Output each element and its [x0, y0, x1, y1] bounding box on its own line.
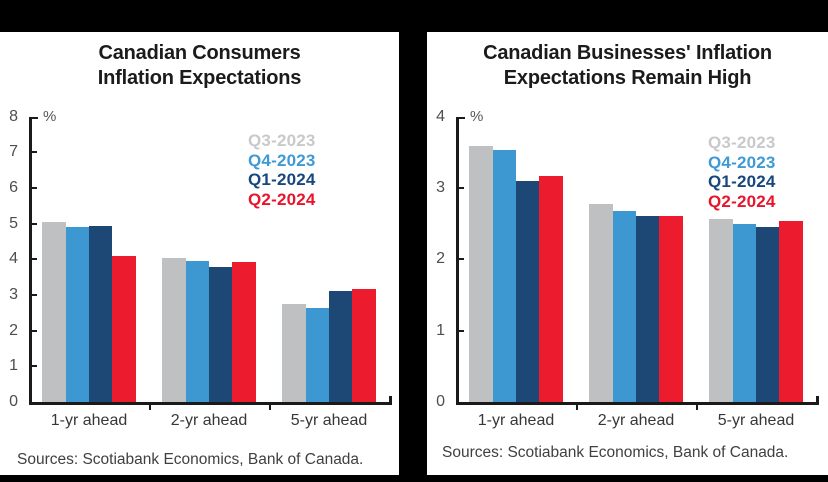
x-axis [29, 402, 392, 405]
y-tick-label: 8 [9, 107, 18, 125]
bar [88, 226, 113, 402]
bar [589, 203, 613, 402]
legend-item: Q1-2024 [708, 172, 776, 192]
y-tick [458, 258, 464, 261]
y-axis [29, 116, 32, 405]
consumers-chart-panel: Canadian Consumers Inflation Expectation… [0, 32, 399, 475]
chart-title-line1: Canadian Consumers [98, 42, 301, 64]
y-axis-top-cap [29, 116, 38, 119]
bar [732, 223, 756, 402]
bar [65, 227, 89, 402]
y-tick [31, 151, 37, 154]
legend: Q3-2023 Q4-2023 Q1-2024 Q2-2024 [248, 131, 316, 209]
y-tick-label: 5 [9, 214, 18, 232]
bar [635, 216, 660, 402]
y-unit-label: % [43, 107, 57, 125]
y-tick [458, 186, 464, 189]
bar [492, 150, 516, 402]
bar [709, 219, 733, 402]
bar [612, 210, 636, 402]
y-tick-label: 4 [436, 107, 445, 125]
y-tick [31, 258, 37, 261]
x-group-tick [149, 404, 151, 410]
legend-item: Q4-2023 [248, 150, 316, 170]
x-category-label: 2-yr ahead [597, 412, 675, 429]
bar [112, 255, 136, 402]
bar [515, 181, 540, 402]
y-tick-label: 2 [9, 321, 18, 339]
chart-title-line2: Inflation Expectations [97, 67, 302, 89]
y-tick-label: 1 [9, 357, 18, 375]
x-axis-end-cap [816, 395, 819, 405]
y-tick-label: 6 [9, 178, 18, 196]
plot-area: 0 1 2 3 4 5 6 7 8% 1-yr ahead 2-yr ahead 5-yr ahead… [0, 32, 399, 475]
bar [208, 267, 233, 402]
bar [539, 175, 563, 402]
chart-title-line2: Expectations Remain High [503, 67, 752, 89]
y-tick-label: 4 [9, 250, 18, 268]
bar [305, 308, 329, 402]
y-tick [458, 329, 464, 332]
chart-title: Canadian Consumers Inflation Expectation… [0, 41, 399, 91]
y-tick-label: 2 [436, 250, 445, 268]
x-category-label: 1-yr ahead [477, 412, 555, 429]
x-category-label: 1-yr ahead [50, 412, 128, 429]
chart-title: Canadian Businesses' Inflation Expectati… [427, 41, 828, 91]
legend-item: Q2-2024 [708, 191, 776, 211]
y-tick-label: 3 [9, 285, 18, 303]
chart-title-line1: Canadian Businesses' Inflation [483, 42, 772, 64]
bar [42, 221, 66, 402]
bar [469, 146, 493, 402]
y-tick [31, 329, 37, 332]
bar [232, 262, 256, 402]
legend: Q3-2023 Q4-2023 Q1-2024 Q2-2024 [708, 133, 776, 211]
y-tick [31, 293, 37, 296]
bar [659, 216, 683, 402]
x-category-label: 5-yr ahead [717, 412, 795, 429]
x-group-tick [576, 404, 578, 410]
x-group-tick [269, 404, 271, 410]
source-note: Sources: Scotiabank Economics, Bank of C… [17, 451, 364, 468]
y-tick [31, 222, 37, 225]
legend-item: Q3-2023 [708, 133, 776, 152]
bar [282, 304, 306, 402]
bar [352, 288, 376, 402]
businesses-chart-panel: Canadian Businesses' Inflation Expectati… [427, 32, 828, 475]
y-tick-label: 0 [436, 393, 445, 410]
legend-item: Q2-2024 [248, 189, 316, 209]
y-tick-label: 7 [9, 143, 18, 161]
x-group-tick [696, 404, 698, 410]
y-tick-label: 0 [9, 393, 18, 410]
x-axis [456, 402, 819, 405]
plot-area: 0 1 2 3 4% 1-yr ahead 2-yr ahead 5-yr ahead Q3-2… [427, 32, 828, 475]
legend-item: Q3-2023 [248, 131, 316, 150]
bar [328, 291, 353, 402]
y-tick [31, 186, 37, 189]
source-note: Sources: Scotiabank Economics, Bank of C… [442, 444, 789, 461]
y-tick [31, 365, 37, 368]
x-axis-end-cap [389, 395, 392, 405]
bar [755, 227, 780, 402]
y-axis [456, 116, 459, 405]
x-category-label: 5-yr ahead [290, 412, 368, 429]
x-category-label: 2-yr ahead [170, 412, 248, 429]
y-axis-top-cap [456, 116, 465, 119]
y-tick-label: 3 [436, 178, 445, 196]
y-unit-label: % [470, 107, 484, 125]
legend-item: Q4-2023 [708, 152, 776, 172]
bar [779, 221, 803, 402]
y-tick-label: 1 [436, 321, 445, 339]
bar [185, 261, 209, 402]
legend-item: Q1-2024 [248, 170, 316, 190]
bar [162, 257, 186, 402]
